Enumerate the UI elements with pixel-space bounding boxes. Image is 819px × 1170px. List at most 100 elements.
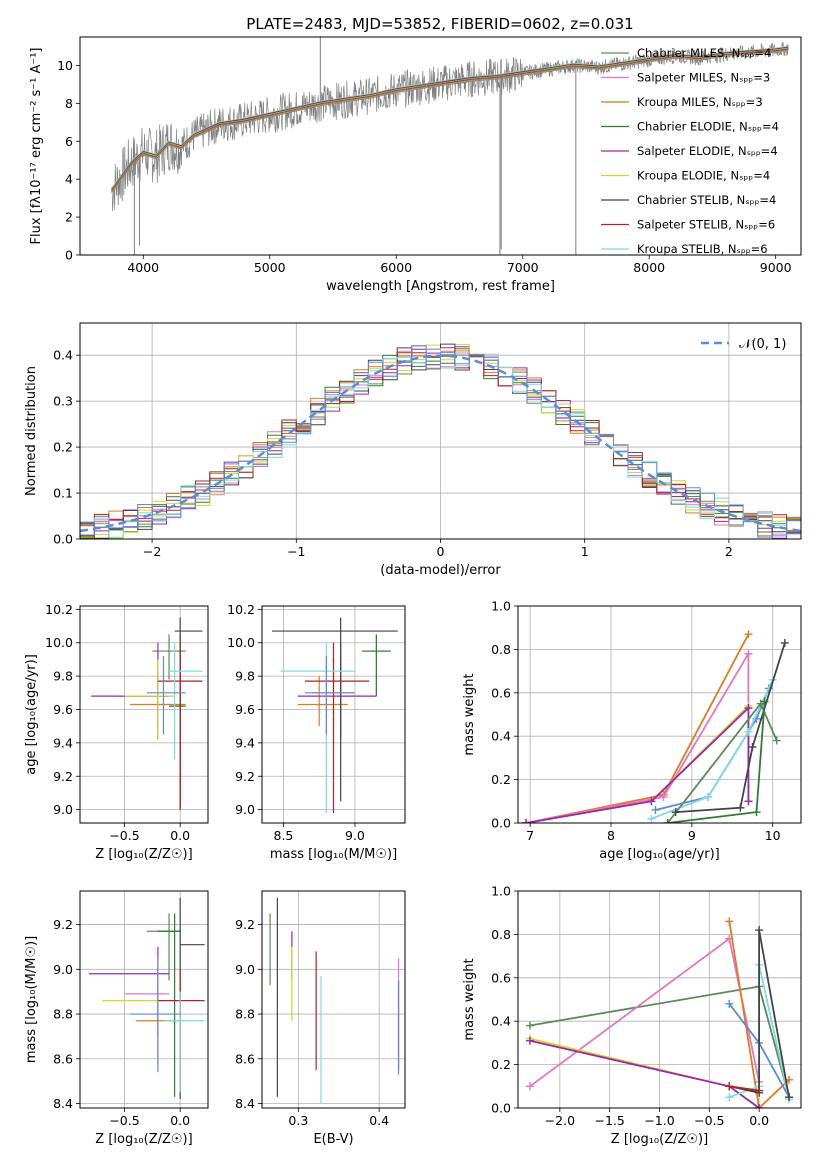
residual_hist-panel: −2 −1 0 1 2 0.0 0.1 0.2 0.3 0.4 (data-model)/error… [24, 322, 802, 578]
x-tick-label: 4000 [127, 260, 159, 275]
plus-marker [647, 814, 656, 823]
y-tick-label: 0.8 [491, 642, 511, 657]
y-tick-label: 8.6 [53, 1051, 73, 1066]
y-axis-label: Flux [fλ10⁻¹⁷ erg cm⁻² s⁻¹ A⁻¹] [29, 48, 44, 245]
x-tick-label: 6000 [380, 260, 412, 275]
y-axis-label: mass weight [462, 958, 477, 1040]
mass-weight-series [651, 679, 774, 820]
x-tick-label: 7 [526, 828, 534, 843]
x-axis-label: Z [log₁₀(Z/Z☉)] [95, 1132, 192, 1147]
plus-marker [651, 805, 660, 814]
x-tick-label: 0.0 [170, 828, 190, 843]
legend-label: Kroupa ELODIE, Nₛₚₚ=4 [637, 169, 770, 183]
plus-marker [725, 1093, 734, 1102]
x-tick-label: 5000 [254, 260, 286, 275]
y-tick-label: 0 [65, 248, 73, 263]
massweight_vs_Z-panel: −2.0 −1.5 −1.0 −0.5 0.0 0.0 0.2 0.4 0.6 0.8 1.0 Z [… [462, 884, 802, 1147]
x-tick-label: −2.0 [545, 1113, 575, 1128]
plus-marker [785, 1093, 794, 1102]
x-axis-label: (data-model)/error [380, 563, 501, 578]
error-bar-point [169, 642, 203, 760]
y-axis-label: age [log₁₀(age/yr)] [24, 654, 39, 775]
y-tick-label: 1.0 [491, 599, 511, 614]
x-axis-label: Z [log₁₀(Z/Z☉)] [611, 1132, 708, 1147]
x-tick-label: 9.0 [345, 828, 365, 843]
y-tick-label: 1.0 [491, 884, 511, 899]
age_vs_mass-plot-area [262, 606, 405, 823]
mass-weight-series [675, 642, 786, 813]
x-tick-label: 10 [765, 828, 781, 843]
x-tick-label: 9 [688, 828, 696, 843]
y-tick-label: 10 [57, 58, 73, 73]
x-tick-label: −1.5 [594, 1113, 624, 1128]
y-axis-label: mass weight [462, 673, 477, 755]
y-tick-label: 0.2 [491, 772, 511, 787]
y-tick-label: 0.6 [491, 685, 511, 700]
axes-frame [261, 890, 406, 1109]
error-bar-point [163, 991, 205, 1093]
axes-frame [79, 36, 802, 256]
y-tick-label: 9.8 [53, 669, 73, 684]
y-tick-label: 0.4 [491, 729, 511, 744]
error-bar-point [174, 617, 203, 810]
y-tick-label: 0.4 [53, 348, 73, 363]
massweight_vs_age-panel: 7 8 9 10 0.0 0.2 0.4 0.6 0.8 1.0 age [log₁₀(age/yr… [462, 599, 802, 862]
error-bar-point [118, 659, 170, 740]
error-bar-point [124, 969, 170, 1037]
plus-marker [671, 808, 680, 817]
x-tick-label: −2 [143, 544, 161, 559]
x-axis-label: E(B-V) [313, 1132, 353, 1147]
axes-frame [261, 605, 406, 824]
y-tick-label: 9.2 [235, 769, 255, 784]
plus-marker [522, 819, 531, 823]
x-tick-label: 8 [607, 828, 615, 843]
mass_vs_EBV-plot-area [262, 891, 405, 1108]
axes-frame [79, 605, 209, 824]
y-tick-label: 9.2 [53, 769, 73, 784]
x-axis-label: wavelength [Angstrom, rest frame] [326, 279, 555, 294]
age_vs_Z-panel: −0.5 0.0 9.0 9.2 9.4 9.6 9.8 10.0 10.2 Z [log₁₀(Z… [24, 602, 209, 862]
plus-marker [647, 797, 656, 806]
y-tick-label: 0.3 [53, 394, 73, 409]
y-tick-label: 9.0 [235, 802, 255, 817]
mass-weight-series [728, 921, 790, 1108]
plus-marker [725, 1082, 734, 1091]
plus-marker [725, 999, 734, 1008]
x-axis-label: age [log₁₀(age/yr)] [599, 847, 720, 862]
age_vs_Z-plot-area [80, 606, 208, 823]
mass-weight-series [525, 705, 750, 823]
y-tick-label: 8.8 [235, 1007, 255, 1022]
error-bar-point [157, 969, 205, 1093]
model-fit-line [111, 46, 789, 190]
x-axis-label: Z [log₁₀(Z/Z☉)] [95, 847, 192, 862]
y-tick-label: 9.2 [53, 917, 73, 932]
massweight_vs_Z-plot-area [518, 891, 801, 1108]
mass-weight-series [729, 929, 790, 1098]
x-tick-label: −1.0 [644, 1113, 674, 1128]
plus-marker [780, 638, 789, 647]
histogram-series [80, 345, 801, 538]
mass_vs_Z-plot-area [80, 891, 208, 1108]
error-bar-point [272, 617, 398, 802]
y-tick-label: 8 [65, 96, 73, 111]
y-tick-label: 9.2 [235, 917, 255, 932]
mass_vs_Z-panel: −0.5 0.0 8.4 8.6 8.8 9.0 9.2 Z [log₁₀(Z/Z☉)] mas… [24, 890, 209, 1147]
x-tick-label: 0.0 [749, 1113, 769, 1128]
plus-marker [744, 797, 753, 806]
y-tick-label: 8.4 [53, 1096, 73, 1111]
y-tick-label: 10.2 [227, 602, 255, 617]
legend-label: Chabrier MILES, Nₛₚₚ=4 [637, 46, 771, 60]
x-tick-label: 8000 [633, 260, 665, 275]
x-tick-label: −0.5 [109, 1113, 139, 1128]
plus-marker [744, 630, 753, 639]
x-tick-label: 9000 [760, 260, 792, 275]
x-tick-label: 0.4 [369, 1113, 389, 1128]
legend-label: Chabrier ELODIE, Nₛₚₚ=4 [637, 120, 779, 134]
plus-marker [725, 917, 734, 926]
plus-marker [752, 808, 761, 817]
error-bar-point [304, 642, 370, 813]
error-bar-point [297, 642, 377, 740]
y-tick-label: 0.2 [491, 1057, 511, 1072]
residual_hist-plot-area [80, 323, 801, 539]
